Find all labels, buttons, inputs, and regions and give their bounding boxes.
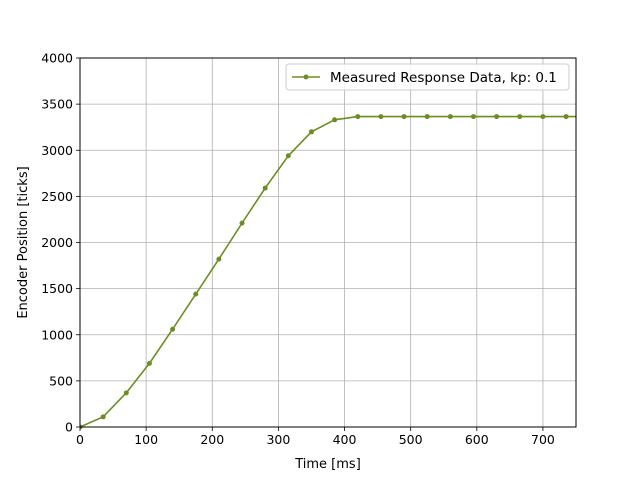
legend-label: Measured Response Data, kp: 0.1 (330, 70, 557, 86)
data-point (170, 326, 176, 332)
x-tick-label: 100 (134, 432, 158, 447)
data-point (123, 390, 129, 396)
data-point (424, 114, 430, 120)
x-axis: 0 100 200 300 400 500 600 700 (76, 427, 555, 447)
y-axis: 0 500 1000 1500 2000 2500 3000 3500 4000 (41, 51, 80, 435)
data-point (401, 114, 407, 120)
y-axis-label: Encoder Position [ticks] (16, 166, 31, 318)
x-tick-label: 300 (266, 432, 290, 447)
data-point (239, 220, 245, 226)
series-group (80, 114, 592, 430)
legend-marker-sample (303, 74, 309, 80)
data-point (447, 114, 453, 120)
data-point (100, 414, 106, 420)
grid (79, 57, 576, 428)
data-point (285, 153, 291, 159)
data-point (587, 114, 592, 119)
data-point (193, 291, 199, 297)
data-point (332, 117, 338, 123)
legend: Measured Response Data, kp: 0.1 (285, 63, 570, 91)
x-tick-label: 500 (399, 432, 423, 447)
y-tick-label: 4000 (41, 51, 73, 66)
y-tick-label: 1000 (41, 327, 73, 342)
data-point (470, 114, 476, 120)
y-tick-label: 2500 (41, 189, 73, 204)
x-tick-label: 0 (76, 432, 84, 447)
y-tick-label: 1500 (41, 281, 73, 296)
x-tick-label: 200 (200, 432, 224, 447)
data-point (494, 114, 500, 120)
data-point (517, 114, 523, 120)
y-tick-label: 3000 (41, 143, 73, 158)
x-axis-label: Time [ms] (294, 457, 361, 472)
series-line-group (80, 114, 592, 430)
data-point (563, 114, 569, 120)
x-tick-label: 600 (465, 432, 489, 447)
data-point (262, 185, 268, 191)
data-point (355, 114, 361, 120)
data-point (378, 114, 384, 120)
data-point (540, 114, 546, 120)
data-point (216, 256, 222, 262)
data-point (308, 129, 314, 135)
series-line (80, 115, 576, 428)
y-tick-label: 3500 (41, 97, 73, 112)
y-tick-label: 0 (65, 420, 73, 435)
x-tick-label: 700 (531, 432, 555, 447)
data-point (146, 360, 152, 366)
legend-box (285, 63, 570, 91)
y-tick-label: 2000 (41, 235, 73, 250)
y-tick-label: 500 (49, 373, 73, 388)
x-tick-label: 400 (333, 432, 357, 447)
